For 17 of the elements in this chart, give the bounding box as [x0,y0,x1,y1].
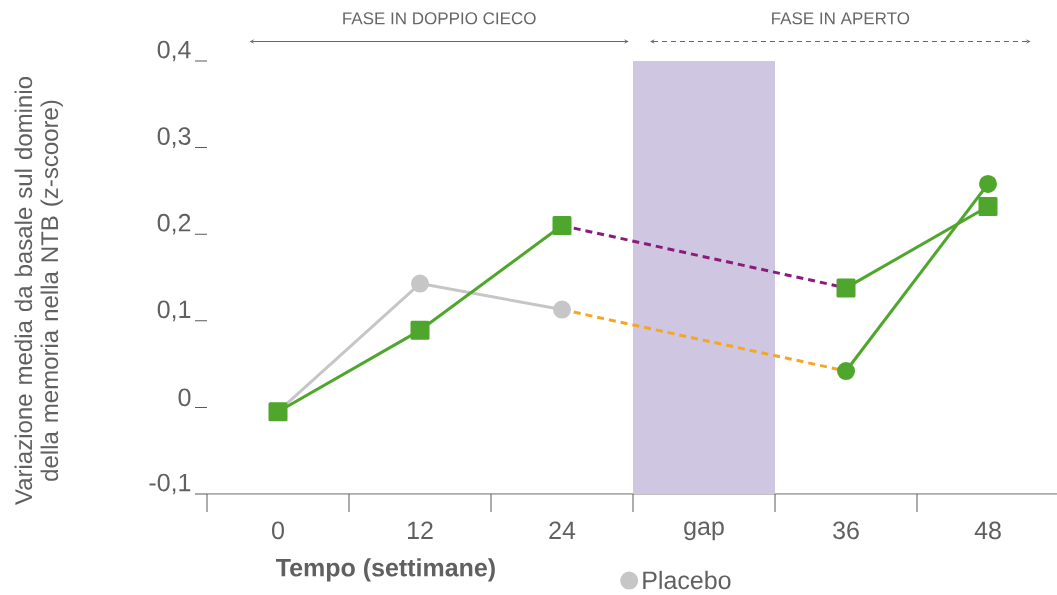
legend-label: Placebo [643,570,731,590]
x-tick-label: 48 [974,521,1001,540]
y-tick-label: 0,2 [157,213,191,235]
y-tick-label: 0 [178,388,191,407]
y-tick-label: 0,1 [157,300,191,322]
text: FASE IN APERTO [772,12,910,25]
text: FASE IN DOPPIO CIECO [343,12,536,25]
x-tick-label: 0 [272,521,284,540]
x-tick-label: gap [684,521,724,541]
y-axis-title: Variazione media da basale sul dominio della memoria nella NTB (z-scoore) [14,77,63,505]
y-tick-label: -0,1 [149,473,191,495]
x-tick-label: 24 [549,521,576,539]
y-tick-label: 0,3 [157,127,191,148]
x-tick-label: 12 [408,521,433,539]
y-tick-label: 0,4 [157,40,191,62]
x-axis-title: Tempo (settimane) [276,558,495,582]
x-tick-label: 36 [833,521,859,540]
